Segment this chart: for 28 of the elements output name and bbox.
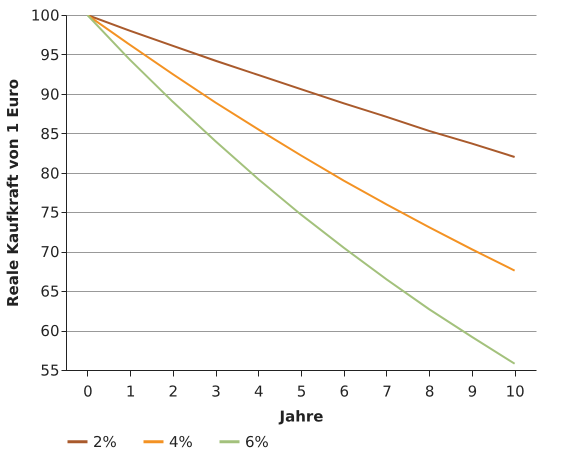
line-series bbox=[86, 15, 516, 272]
y-axis-title: Reale Kaufkraft von 1 Euro bbox=[4, 78, 22, 308]
x-tick-label: 2 bbox=[168, 382, 178, 400]
y-tick-label: 60 bbox=[40, 322, 60, 340]
y-tick-label: 70 bbox=[40, 243, 60, 262]
line-series bbox=[86, 15, 516, 365]
legend-label: 6% bbox=[245, 432, 269, 451]
y-tick-label: 80 bbox=[40, 164, 60, 182]
x-tick-label: 6 bbox=[339, 382, 349, 400]
y-tick-label: 90 bbox=[40, 85, 60, 104]
x-tick-label: 5 bbox=[296, 382, 306, 400]
x-axis-title: Jahre bbox=[278, 408, 324, 426]
y-tick-label: 65 bbox=[40, 282, 60, 301]
x-tick-label: 0 bbox=[83, 382, 93, 400]
y-tick-label: 85 bbox=[40, 124, 60, 143]
x-tick-label: 8 bbox=[424, 382, 434, 400]
y-tick-label: 55 bbox=[40, 362, 60, 380]
legend-label: 4% bbox=[169, 432, 193, 451]
x-tick-label: 7 bbox=[382, 382, 392, 400]
x-tick-label: 9 bbox=[468, 382, 478, 400]
x-tick-label: 3 bbox=[211, 382, 221, 400]
x-tick-label: 10 bbox=[506, 382, 525, 400]
legend-label: 2% bbox=[93, 432, 117, 451]
x-tick-label: 1 bbox=[126, 382, 136, 400]
y-tick-label: 75 bbox=[40, 204, 60, 222]
x-tick-label: 4 bbox=[254, 382, 264, 400]
y-tick-label: 100 bbox=[30, 6, 60, 24]
y-tick-label: 95 bbox=[40, 46, 60, 64]
